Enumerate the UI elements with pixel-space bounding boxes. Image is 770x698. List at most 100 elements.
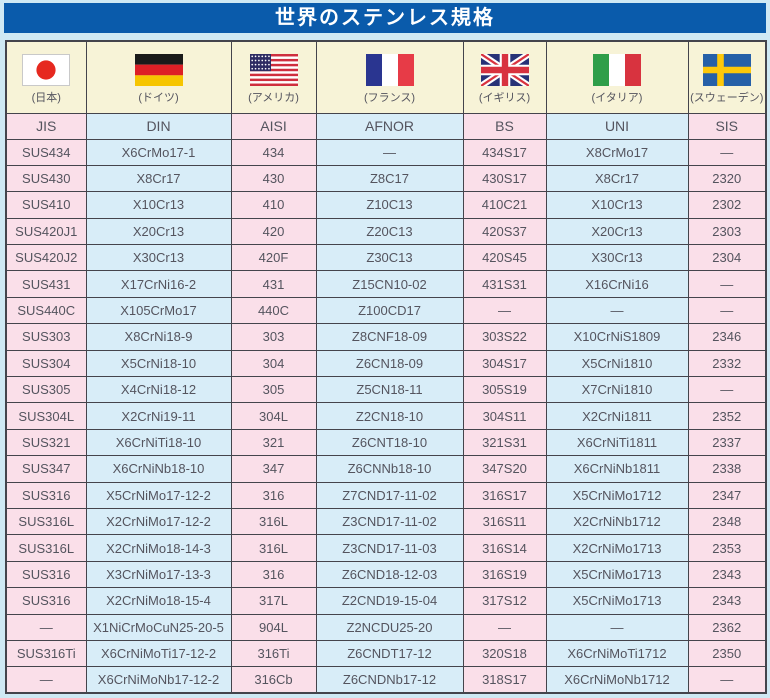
table-cell: 347S20	[462, 455, 547, 483]
table-cell: Z10C13	[315, 191, 464, 219]
standard-header-uni: UNI	[545, 112, 689, 140]
table-cell: SUS316	[5, 587, 87, 615]
table-row: SUS316 X3CrNiMo17-13-3 316 Z6CND18-12-03 316…	[5, 560, 767, 589]
country-label: (日本)	[31, 91, 61, 104]
table-cell: 347	[230, 455, 317, 483]
table-cell: X6CrNiNb1811	[545, 455, 689, 483]
table-cell: 431	[230, 270, 317, 298]
table-row: SUS410 X10Cr13 410 Z10C13 410C21 X10Cr13 2302	[5, 191, 767, 219]
table-row: SUS321 X6CrNiTi18-10 321 Z6CNT18-10 321S31 X6…	[5, 428, 767, 457]
standard-header-aisi: AISI	[230, 112, 317, 140]
table-cell: X2CrNiMo18-15-4	[85, 587, 232, 615]
table-cell: 2303	[687, 217, 767, 246]
table-cell: Z8CNF18-09	[315, 323, 464, 351]
table-cell: SUS321	[5, 428, 87, 457]
table-cell: X6CrNiMoNb1712	[545, 666, 689, 694]
table-cell: SUS316	[5, 481, 87, 509]
table-row: SUS420J2 X30Cr13 420F Z30C13 420S45 X30Cr13 23…	[5, 244, 767, 272]
table-row: SUS303 X8CrNi18-9 303 Z8CNF18-09 303S22 X10Cr…	[5, 323, 767, 351]
standards-table: (日本) (ドイツ) (アメリカ) (フランス) (イギリス) (イタリア) (スウェーデン…	[5, 40, 767, 695]
table-cell: SUS316Ti	[5, 639, 87, 668]
table-cell: Z8C17	[315, 164, 464, 193]
table-cell: 2343	[687, 560, 767, 589]
table-cell: Z20C13	[315, 217, 464, 246]
table-cell: Z2CND19-15-04	[315, 587, 464, 615]
table-cell: 904L	[230, 613, 317, 641]
country-cell-france: (フランス)	[315, 40, 464, 114]
table-cell: SUS420J1	[5, 217, 87, 246]
country-label: (アメリカ)	[248, 91, 299, 104]
standard-header-sis: SIS	[687, 112, 767, 140]
table-row: SUS305 X4CrNi18-12 305 Z5CN18-11 305S19 X7CrN…	[5, 376, 767, 404]
table-row: SUS420J1 X20Cr13 420 Z20C13 420S37 X20Cr13 230…	[5, 217, 767, 246]
table-cell: 304S11	[462, 402, 547, 430]
table-cell: 410C21	[462, 191, 547, 219]
table-cell: 420F	[230, 244, 317, 272]
table-cell: 316S14	[462, 534, 547, 562]
table-cell: SUS316L	[5, 507, 87, 536]
country-label: (イタリア)	[591, 91, 643, 104]
table-cell: 316	[230, 481, 317, 509]
table-cell: 321	[230, 428, 317, 457]
table-cell: —	[687, 270, 767, 298]
uk-flag	[480, 53, 529, 86]
table-cell: X1NiCrMoCuN25-20-5	[85, 613, 232, 641]
table-cell: 316L	[230, 534, 317, 562]
germany-flag-icon	[134, 53, 183, 86]
country-cell-sweden: (スウェーデン)	[687, 40, 767, 114]
table-cell: SUS440C	[5, 296, 87, 325]
table-cell: SUS347	[5, 455, 87, 483]
country-cell-usa: (アメリカ)	[230, 40, 317, 114]
table-cell: X5CrNiMo17-12-2	[85, 481, 232, 509]
table-cell: 2337	[687, 428, 767, 457]
table-cell: —	[462, 613, 547, 641]
table-cell: —	[687, 666, 767, 694]
table-cell: 2346	[687, 323, 767, 351]
table-cell: SUS304L	[5, 402, 87, 430]
country-header-row: (日本) (ドイツ) (アメリカ) (フランス) (イギリス) (イタリア) (スウェーデン…	[5, 40, 767, 114]
italy-flag-icon	[593, 53, 641, 86]
table-cell: X17CrNi16-2	[85, 270, 232, 298]
table-cell: 2352	[687, 402, 767, 430]
table-cell: 2350	[687, 639, 767, 668]
country-cell-germany: (ドイツ)	[85, 40, 232, 114]
table-row: SUS304L X2CrNi19-11 304L Z2CN18-10 304S11 X2C…	[5, 402, 767, 430]
table-cell: X6CrMo17-1	[85, 138, 232, 166]
table-cell: Z7CND17-11-02	[315, 481, 464, 509]
table-cell: X6CrNiNb18-10	[85, 455, 232, 483]
table-cell: 440C	[230, 296, 317, 325]
table-cell: 305S19	[462, 376, 547, 404]
table-cell: X10Cr13	[545, 191, 689, 219]
table-cell: SUS304	[5, 349, 87, 378]
table-cell: X20Cr13	[85, 217, 232, 246]
sweden-flag-icon	[702, 53, 751, 86]
table-cell: X5CrNiMo1713	[545, 587, 689, 615]
table-cell: SUS316	[5, 560, 87, 589]
table-cell: 2343	[687, 587, 767, 615]
standard-header-jis: JIS	[5, 112, 87, 140]
table-cell: 303	[230, 323, 317, 351]
table-cell: 304L	[230, 402, 317, 430]
table-body: (日本) (ドイツ) (アメリカ) (フランス) (イギリス) (イタリア) (スウェーデン…	[5, 40, 767, 694]
table-cell: Z5CN18-11	[315, 376, 464, 404]
table-cell: SUS316L	[5, 534, 87, 562]
table-cell: Z6CN18-09	[315, 349, 464, 378]
table-cell: 430S17	[462, 164, 547, 193]
table-row: SUS316L X2CrNiMo18-14-3 316L Z3CND17-11-03 3…	[5, 534, 767, 562]
table-cell: X6CrNiMoTi17-12-2	[85, 639, 232, 668]
table-cell: Z15CN10-02	[315, 270, 464, 298]
table-cell: X7CrNi1810	[545, 376, 689, 404]
table-cell: 318S17	[462, 666, 547, 694]
table-cell: 2304	[687, 244, 767, 272]
table-cell: 316Ti	[230, 639, 317, 668]
japan-flag	[22, 53, 71, 86]
table-cell: X2CrNiMo17-12-2	[85, 507, 232, 536]
table-cell: 2302	[687, 191, 767, 219]
table-cell: —	[462, 296, 547, 325]
table-row: SUS434 X6CrMo17-1 434—434S17 X8CrMo17—	[5, 138, 767, 166]
table-cell: 2338	[687, 455, 767, 483]
table-cell: Z2NCDU25-20	[315, 613, 464, 641]
standard-header-bs: BS	[462, 112, 547, 140]
standard-header-din: DIN	[85, 112, 232, 140]
table-cell: SUS410	[5, 191, 87, 219]
